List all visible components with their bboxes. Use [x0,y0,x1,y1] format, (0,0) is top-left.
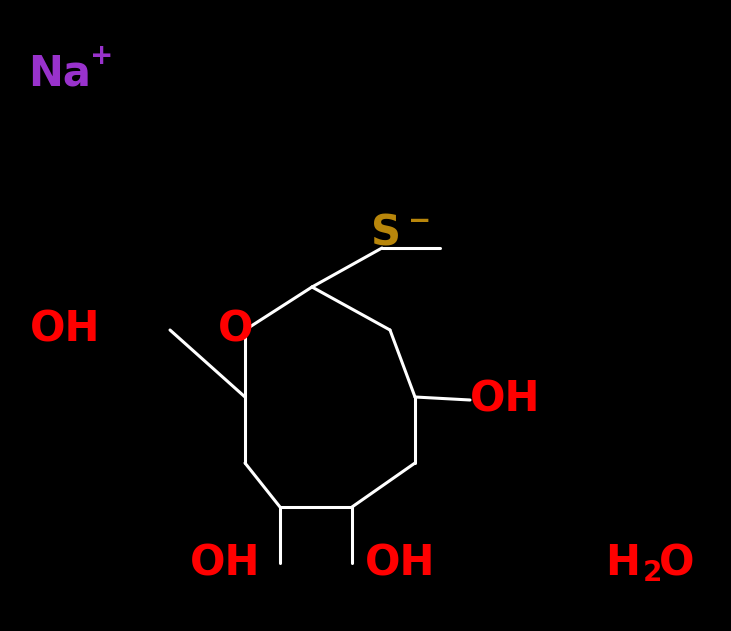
Text: O: O [218,309,254,351]
Text: OH: OH [365,542,436,584]
Text: OH: OH [30,309,100,351]
Text: H: H [605,542,640,584]
Text: −: − [408,207,431,235]
Text: OH: OH [190,542,260,584]
Text: 2: 2 [643,559,662,587]
Text: Na: Na [28,52,91,94]
Text: O: O [659,542,694,584]
Text: OH: OH [470,379,540,421]
Text: +: + [90,42,113,70]
Text: S: S [371,212,401,254]
